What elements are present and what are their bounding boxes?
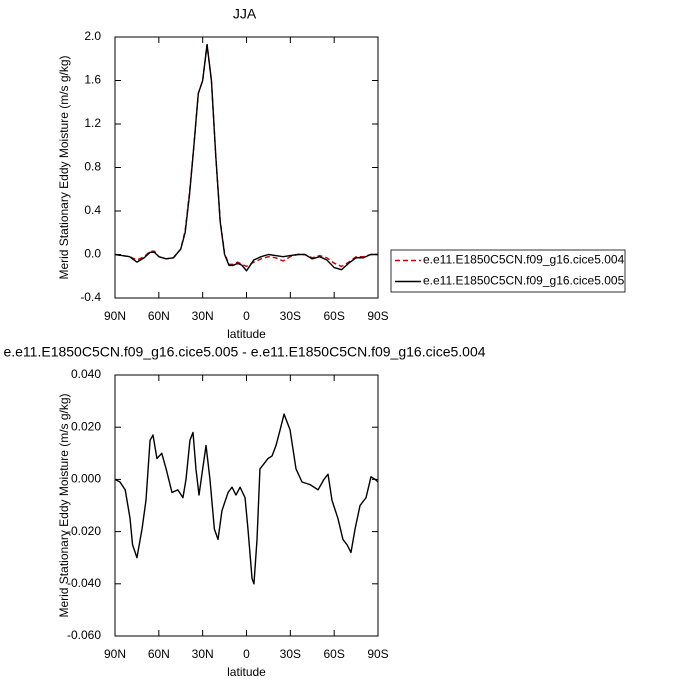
x-tick-label: 90S xyxy=(367,647,388,661)
legend-label: e.e11.E1850C5CN.f09_g16.cice5.004 xyxy=(423,253,625,267)
x-tick-label: 60N xyxy=(148,647,170,661)
x-tick-label: 0 xyxy=(243,309,250,323)
x-tick-label: 60S xyxy=(323,647,344,661)
x-axis-label: latitude xyxy=(227,327,266,341)
x-tick-label: 90S xyxy=(367,309,388,323)
y-tick-label: 1.6 xyxy=(84,73,101,87)
x-tick-label: 90N xyxy=(104,647,126,661)
x-tick-label: 30S xyxy=(280,647,301,661)
x-tick-label: 90N xyxy=(104,309,126,323)
x-tick-label: 30S xyxy=(280,309,301,323)
x-tick-label: 30N xyxy=(192,309,214,323)
data-line xyxy=(114,43,378,268)
chart-title: JJA xyxy=(233,6,257,22)
y-tick-label: 0.4 xyxy=(84,203,101,217)
y-tick-label: 1.2 xyxy=(84,116,101,130)
x-tick-label: 30N xyxy=(192,647,214,661)
legend-label: e.e11.E1850C5CN.f09_g16.cice5.005 xyxy=(423,274,625,288)
plot-frame xyxy=(114,374,379,637)
y-tick-label: 2.0 xyxy=(84,29,101,43)
data-line xyxy=(114,43,378,272)
x-tick-label: 0 xyxy=(243,647,250,661)
data-line xyxy=(114,413,379,585)
legend-box xyxy=(390,249,626,293)
y-tick-label: 0.040 xyxy=(71,367,101,381)
y-tick-label: -0.020 xyxy=(67,524,101,538)
y-tick-label: 0.020 xyxy=(71,419,101,433)
x-axis-label: latitude xyxy=(227,665,266,679)
y-tick-label: -0.040 xyxy=(67,576,101,590)
y-tick-label: -0.060 xyxy=(67,628,101,642)
y-axis-label: Merid Stationary Eddy Moisture (m/s g/kg… xyxy=(57,393,71,617)
x-tick-label: 60N xyxy=(148,309,170,323)
y-tick-label: 0.0 xyxy=(84,247,101,261)
chart-title: e.e11.E1850C5CN.f09_g16.cice5.005 - e.e1… xyxy=(3,344,485,360)
y-axis-label: Merid Stationary Eddy Moisture (m/s g/kg… xyxy=(57,55,71,279)
y-tick-label: 0.000 xyxy=(71,472,101,486)
y-tick-label: 0.8 xyxy=(84,160,101,174)
x-tick-label: 60S xyxy=(323,309,344,323)
plot-frame xyxy=(114,36,379,299)
y-tick-label: -0.4 xyxy=(80,290,101,304)
